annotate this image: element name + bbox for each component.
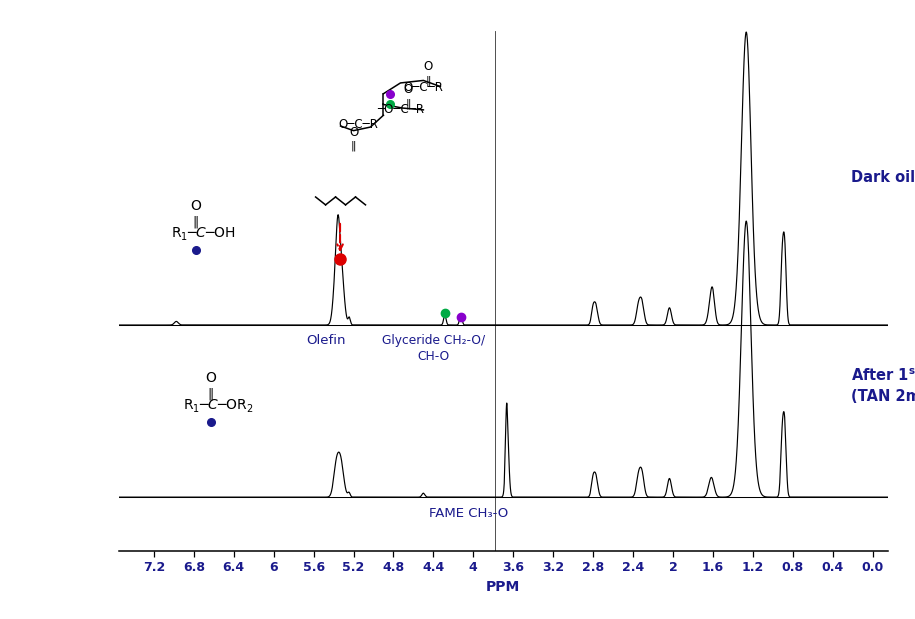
Text: O─C─R: O─C─R bbox=[404, 81, 444, 94]
Text: R$_1$─$\overset{}{C}$─OR$_2$: R$_1$─$\overset{}{C}$─OR$_2$ bbox=[183, 396, 254, 415]
Text: Olefin: Olefin bbox=[306, 334, 345, 347]
Text: R$_1$─$\overset{}{C}$─OH: R$_1$─$\overset{}{C}$─OH bbox=[171, 224, 236, 243]
Text: ‖: ‖ bbox=[193, 215, 199, 228]
Text: O: O bbox=[424, 60, 433, 73]
Text: O: O bbox=[404, 83, 413, 96]
Text: After 1$^{\mathbf{st}}$ Esterification
(TAN 2mgKOH/g): After 1$^{\mathbf{st}}$ Esterification (… bbox=[851, 365, 915, 404]
X-axis label: PPM: PPM bbox=[486, 580, 521, 594]
Text: O: O bbox=[205, 371, 216, 385]
Text: ‖: ‖ bbox=[208, 387, 214, 400]
Text: FAME CH₃-O: FAME CH₃-O bbox=[429, 507, 508, 520]
Text: Glyceride CH₂-O/
CH-O: Glyceride CH₂-O/ CH-O bbox=[382, 334, 485, 363]
Text: ‖: ‖ bbox=[350, 141, 356, 151]
Text: O: O bbox=[349, 126, 358, 139]
Text: ─O─C─R: ─O─C─R bbox=[377, 103, 425, 116]
Text: Dark oil (CJ-Soy): Dark oil (CJ-Soy) bbox=[851, 170, 915, 185]
Text: O: O bbox=[190, 199, 201, 213]
Text: O─C─R: O─C─R bbox=[339, 118, 379, 131]
Text: ‖: ‖ bbox=[405, 98, 411, 109]
Text: ‖: ‖ bbox=[425, 75, 431, 85]
